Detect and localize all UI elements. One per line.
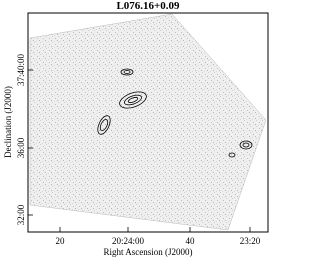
sky-image <box>29 13 267 231</box>
y-tick-label: 32:00 <box>16 204 26 225</box>
figure: L076.16+0.09 20 20:24:00 40 23:20 Right … <box>3 0 269 257</box>
x-tick-label: 20:24:00 <box>112 236 145 246</box>
y-tick-label: 37:40:00 <box>16 54 26 87</box>
x-tick-label: 40 <box>186 236 196 246</box>
title: L076.16+0.09 <box>116 0 180 12</box>
y-axis-label: Declination (J2000) <box>3 86 13 158</box>
y-tick-label: 36:00 <box>16 137 26 158</box>
contours <box>97 68 253 158</box>
x-tick-label: 23:20 <box>240 236 261 246</box>
x-tick-label: 20 <box>56 236 66 246</box>
tick-marks <box>28 69 251 232</box>
x-axis-label: Right Ascension (J2000) <box>104 247 193 257</box>
